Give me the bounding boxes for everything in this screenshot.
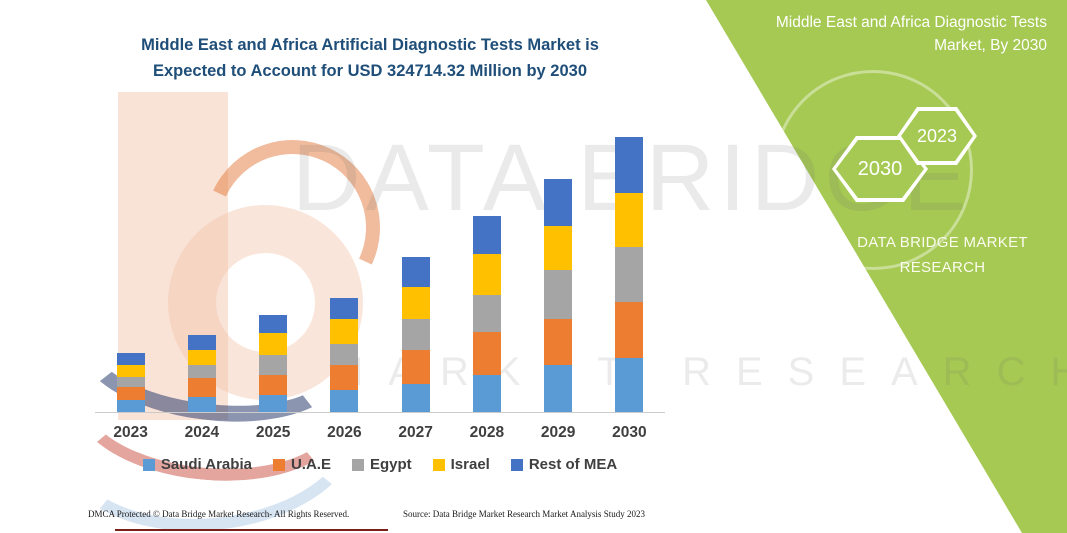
segment-u-a-e-2030: [615, 301, 644, 358]
segment-israel-2023: [116, 365, 145, 378]
x-axis-labels: 2023 2024 2025 2026 2027 2028 2029 2030: [95, 424, 665, 442]
legend-swatch-rest-of-mea: [510, 458, 523, 471]
legend-label-egypt: Egypt: [369, 456, 412, 473]
chart-title-line2: Expected to Account for USD 324714.32 Mi…: [152, 61, 588, 80]
copyright-text: DMCA Protected © Data Bridge Market Rese…: [88, 509, 350, 519]
segment-saudi-arabia-2025: [259, 395, 288, 412]
x-label-2026: 2026: [327, 424, 362, 441]
segment-u-a-e-2025: [259, 375, 288, 395]
bar-2028: [472, 216, 501, 412]
legend-label-u-a-e: U.A.E: [290, 456, 331, 473]
legend-item-egypt: Egypt: [351, 456, 412, 473]
segment-israel-2025: [259, 333, 288, 355]
segment-egypt-2024: [187, 365, 216, 379]
legend-swatch-saudi-arabia: [142, 458, 155, 471]
bar-2029: [544, 179, 573, 412]
legend-item-saudi-arabia: Saudi Arabia: [142, 456, 252, 473]
segment-saudi-arabia-2028: [472, 374, 501, 412]
legend-item-rest-of-mea: Rest of MEA: [510, 456, 618, 473]
segment-saudi-arabia-2023: [116, 399, 145, 412]
segment-israel-2030: [615, 192, 644, 247]
x-label-2025: 2025: [255, 424, 291, 441]
segment-saudi-arabia-2024: [187, 397, 216, 412]
segment-u-a-e-2026: [330, 365, 359, 391]
footer-divider-line: [115, 529, 388, 531]
x-label-2030: 2030: [612, 424, 647, 441]
x-label-2028: 2028: [469, 424, 505, 441]
segment-egypt-2027: [401, 319, 430, 351]
legend-swatch-egypt: [351, 458, 364, 471]
bar-2025: [259, 315, 288, 412]
segment-egypt-2029: [544, 270, 573, 319]
chart-title-line1: Middle East and Africa Artificial Diagno…: [141, 36, 599, 54]
segment-u-a-e-2023: [116, 387, 145, 400]
segment-israel-2026: [330, 319, 359, 344]
segment-rest-of-mea-2028: [472, 216, 501, 254]
segment-rest-of-mea-2029: [544, 179, 573, 227]
segment-egypt-2023: [116, 377, 145, 388]
legend-label-saudi-arabia: Saudi Arabia: [160, 456, 252, 473]
legend-label-israel: Israel: [450, 456, 490, 473]
segment-saudi-arabia-2026: [330, 390, 359, 412]
segment-israel-2027: [401, 286, 430, 320]
segment-saudi-arabia-2030: [615, 357, 644, 412]
segment-egypt-2025: [259, 355, 288, 375]
segment-israel-2028: [472, 253, 501, 295]
segment-rest-of-mea-2023: [116, 353, 145, 366]
bar-2024: [187, 335, 216, 412]
bar-2023: [116, 353, 145, 412]
segment-rest-of-mea-2027: [401, 256, 430, 287]
source-text: Source: Data Bridge Market Research Mark…: [403, 509, 645, 519]
legend-swatch-israel: [432, 458, 445, 471]
chart-legend: Saudi Arabia U.A.E Egypt Israel Rest of MEA: [85, 456, 675, 473]
bar-2027: [401, 256, 430, 412]
legend-swatch-u-a-e: [272, 458, 285, 471]
segment-egypt-2026: [330, 343, 359, 366]
segment-saudi-arabia-2029: [544, 365, 573, 412]
segment-u-a-e-2027: [401, 350, 430, 384]
segment-u-a-e-2028: [472, 332, 501, 375]
segment-rest-of-mea-2030: [615, 137, 644, 193]
segment-u-a-e-2029: [544, 318, 573, 366]
stacked-bar-plot-area: [95, 132, 665, 413]
chart-title: Middle East and Africa Artificial Diagno…: [85, 33, 655, 84]
legend-item-u-a-e: U.A.E: [272, 456, 331, 473]
segment-saudi-arabia-2027: [401, 383, 430, 412]
x-label-2024: 2024: [184, 424, 220, 441]
bar-2030: [615, 137, 644, 412]
legend-label-rest-of-mea: Rest of MEA: [528, 456, 618, 473]
legend-item-israel: Israel: [432, 456, 490, 473]
segment-israel-2029: [544, 226, 573, 271]
segment-egypt-2030: [615, 246, 644, 302]
segment-rest-of-mea-2026: [330, 298, 359, 320]
x-label-2023: 2023: [113, 424, 148, 441]
x-label-2029: 2029: [540, 424, 576, 441]
segment-egypt-2028: [472, 294, 501, 333]
segment-rest-of-mea-2025: [259, 315, 288, 334]
segment-israel-2024: [187, 350, 216, 366]
bar-2026: [330, 298, 359, 412]
segment-rest-of-mea-2024: [187, 335, 216, 351]
x-label-2027: 2027: [398, 424, 433, 441]
segment-u-a-e-2024: [187, 378, 216, 398]
